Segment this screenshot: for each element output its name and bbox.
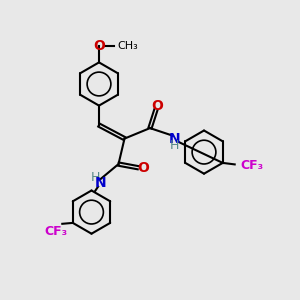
Text: CH₃: CH₃ [117, 41, 138, 51]
Text: O: O [152, 99, 164, 113]
Text: O: O [93, 39, 105, 53]
Text: CF₃: CF₃ [241, 159, 264, 172]
Text: CF₃: CF₃ [45, 225, 68, 239]
Text: H: H [90, 171, 100, 184]
Text: O: O [137, 161, 149, 175]
Text: N: N [169, 132, 181, 145]
Text: N: N [95, 176, 106, 190]
Text: H: H [170, 139, 180, 152]
